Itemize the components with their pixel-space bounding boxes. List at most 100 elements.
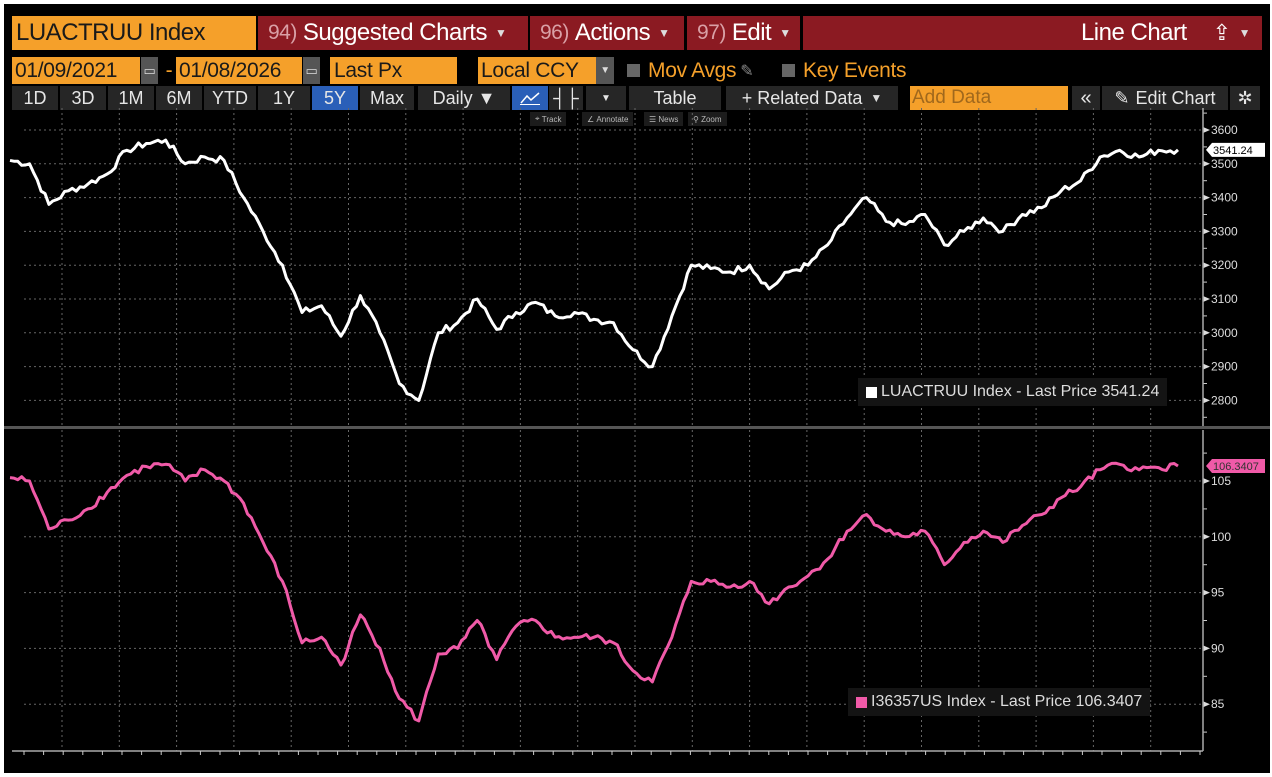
legend-swatch <box>856 696 867 708</box>
menu-number: 96) <box>540 21 569 44</box>
tick-marker <box>1203 296 1210 302</box>
tick-marker <box>1203 160 1210 167</box>
tick-marker <box>1203 363 1210 370</box>
menu-label: Actions <box>574 19 651 46</box>
related-data-label: + Related Data <box>741 87 863 108</box>
tick-marker <box>1203 589 1210 596</box>
series-line <box>9 138 1180 402</box>
top-chart-panel[interactable]: 3600 3500 3400 3300 3200 3100 3000 2900 2800 3541… <box>4 108 1270 426</box>
y-tick-label: 105 <box>1211 474 1231 488</box>
last-price-label: 3541.24 <box>1213 145 1253 157</box>
calendar-icon[interactable]: ▭ <box>141 57 158 84</box>
annotate-tool[interactable]: ∠ Annotate <box>582 112 634 126</box>
period-button-1d[interactable]: 1D <box>12 86 58 110</box>
y-tick-label: 3400 <box>1211 191 1238 205</box>
period-button-5y[interactable]: 5Y <box>312 86 358 110</box>
collapse-button[interactable]: « <box>1072 86 1100 110</box>
caret-down-icon: ▼ <box>658 26 670 40</box>
bar-chart-icon[interactable]: ┤├ <box>549 86 583 110</box>
menu-label: Edit <box>731 19 772 46</box>
series-line <box>9 461 1179 723</box>
y-tick-label: 3500 <box>1211 157 1238 171</box>
tick-marker <box>1203 228 1210 235</box>
annotate-label: Annotate <box>596 114 629 124</box>
y-tick-label: 85 <box>1211 697 1225 711</box>
legend-bottom: I36357US Index - Last Price 106.3407 <box>848 688 1151 716</box>
related-data-button[interactable]: + Related Data ▼ <box>726 86 898 110</box>
bloomberg-chart-window: LUACTRUU Index 94) Suggested Charts ▼ 96) A… <box>4 4 1270 773</box>
add-data-input[interactable]: Add Data <box>910 86 1068 110</box>
calendar-icon[interactable]: ▭ <box>303 57 320 84</box>
pencil-icon[interactable]: ✎ <box>740 62 754 80</box>
period-button-3d[interactable]: 3D <box>60 86 106 110</box>
period-button-ytd[interactable]: YTD <box>204 86 256 110</box>
edit-chart-label: Edit Chart <box>1135 87 1216 108</box>
tick-marker <box>1203 533 1210 540</box>
panel-divider[interactable] <box>4 426 1270 429</box>
mov-avgs-label: Mov Avgs <box>648 58 737 82</box>
caret-down-icon[interactable]: ▼ <box>1238 26 1251 40</box>
bottom-chart-panel[interactable]: 105 100 95 90 85 106.3407 <box>4 430 1270 773</box>
period-button-1m[interactable]: 1M <box>108 86 154 110</box>
date-separator: - <box>165 58 173 82</box>
y-tick-label: 90 <box>1211 641 1225 655</box>
line-chart-icon[interactable] <box>512 86 548 110</box>
zoom-tool[interactable]: ⚲ Zoom <box>688 112 727 126</box>
tick-marker <box>1203 645 1210 652</box>
legend-label: I36357US Index - Last Price 106.3407 <box>871 693 1143 710</box>
edit-menu[interactable]: 97) Edit ▼ <box>687 16 800 50</box>
mov-avgs-toggle[interactable]: Mov Avgs ✎ <box>627 57 754 84</box>
tick-marker <box>1203 701 1210 708</box>
last-price-label: 106.3407 <box>1213 461 1259 473</box>
key-events-toggle[interactable]: Key Events <box>782 57 907 84</box>
y-tick-label: 2900 <box>1211 360 1238 374</box>
share-icon[interactable]: ⇪ <box>1212 20 1231 45</box>
track-label: Track <box>541 114 562 124</box>
chart-style-dropdown[interactable]: ▼ <box>586 86 626 110</box>
news-label: News <box>658 114 679 124</box>
checkbox[interactable] <box>782 64 795 77</box>
gear-icon[interactable]: ✲ <box>1230 86 1260 110</box>
track-tool[interactable]: ⌖ Track <box>530 112 567 126</box>
y-tick-label: 100 <box>1211 530 1231 544</box>
menu-label: Suggested Charts <box>302 19 488 46</box>
security-input[interactable]: LUACTRUU Index <box>12 16 256 50</box>
menu-number: 94) <box>268 21 297 44</box>
frequency-select[interactable]: Daily ▼ <box>418 86 510 110</box>
caret-down-icon: ▼ <box>494 26 507 40</box>
tick-marker <box>1203 478 1210 484</box>
period-button-1y[interactable]: 1Y <box>258 86 310 110</box>
edit-chart-button[interactable]: ✎ Edit Chart <box>1102 86 1228 110</box>
y-tick-label: 3100 <box>1211 292 1238 306</box>
caret-down-icon: ▼ <box>779 26 791 40</box>
period-button-6m[interactable]: 6M <box>156 86 202 110</box>
legend-top: LUACTRUU Index - Last Price 3541.24 <box>858 378 1168 406</box>
y-tick-label: 3300 <box>1211 224 1238 238</box>
last-price-tag <box>1206 142 1265 157</box>
legend-label: LUACTRUU Index - Last Price 3541.24 <box>881 383 1160 400</box>
start-date-field[interactable]: 01/09/2021 <box>12 57 140 84</box>
menu-number: 97) <box>697 21 726 44</box>
suggested-charts-menu[interactable]: 94) Suggested Charts ▼ <box>258 16 528 50</box>
tick-marker <box>1203 329 1210 336</box>
checkbox[interactable] <box>627 64 640 77</box>
y-tick-label: 3000 <box>1211 326 1238 340</box>
pencil-icon: ✎ <box>1114 87 1130 108</box>
currency-select[interactable]: Local CCY <box>478 57 596 84</box>
tick-marker <box>1203 262 1210 269</box>
field-select[interactable]: Last Px <box>330 57 457 84</box>
tick-marker <box>1203 127 1210 133</box>
key-events-label: Key Events <box>803 58 907 82</box>
actions-menu[interactable]: 96) Actions ▼ <box>530 16 684 50</box>
caret-down-icon: ▼ <box>870 91 883 105</box>
news-tool[interactable]: ☰ News <box>644 112 684 126</box>
last-price-tag <box>1206 459 1265 474</box>
period-button-max[interactable]: Max <box>360 86 414 110</box>
chart-type-label[interactable]: Line Chart <box>1080 19 1187 46</box>
y-tick-label: 95 <box>1211 586 1225 600</box>
table-button[interactable]: Table <box>629 86 721 110</box>
end-date-field[interactable]: 01/08/2026 <box>176 57 302 84</box>
chevron-down-icon[interactable]: ▼ <box>596 57 614 84</box>
y-tick-label: 3600 <box>1211 123 1238 137</box>
zoom-label: Zoom <box>701 114 722 124</box>
